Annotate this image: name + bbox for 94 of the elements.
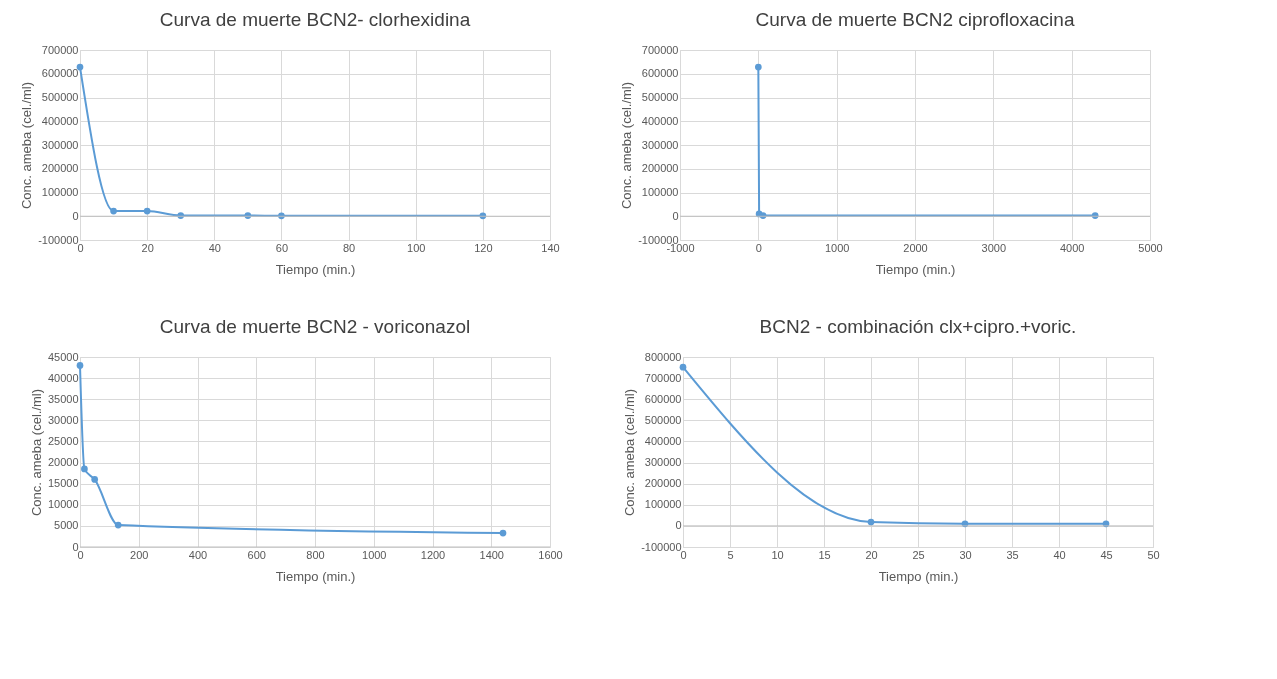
x-tick-label: 400: [188, 548, 208, 561]
y-tick-label: 500000: [644, 413, 682, 426]
y-tick-label: 500000: [41, 91, 79, 103]
y-tick-label: 400000: [644, 434, 682, 447]
y-tick-label: 700000: [641, 43, 679, 56]
x-tick-label: 5000: [1138, 241, 1163, 254]
y-tick-label: 300000: [41, 138, 79, 151]
point: [76, 63, 84, 71]
y-axis-title: Conc. ameba (cel./ml): [619, 81, 635, 210]
chart-title: Curva de muerte BCN2- clorhexidina: [159, 9, 471, 30]
x-tick-label: 1000: [824, 241, 850, 254]
point: [499, 529, 507, 537]
point: [91, 476, 99, 483]
x-tick-label: 3000: [981, 241, 1007, 254]
y-tick-label: 15000: [47, 477, 79, 490]
point: [867, 518, 875, 526]
point: [110, 207, 117, 215]
x-tick-label: 120: [474, 241, 493, 254]
y-tick-label: 700000: [644, 371, 682, 384]
x-tick-label: 200: [130, 548, 149, 561]
x-tick-label: 600: [247, 548, 266, 561]
x-tick-label: 10: [771, 548, 784, 561]
y-tick-label: 600000: [641, 67, 679, 80]
x-tick-label: 60: [275, 241, 289, 254]
x-tick-label: 80: [342, 241, 356, 254]
y-tick-label: 100000: [641, 186, 679, 198]
y-tick-label: 400000: [41, 114, 79, 127]
x-tick-label: 0: [755, 241, 762, 254]
y-tick-label: 0: [72, 209, 79, 222]
x-tick-label: 4000: [1059, 241, 1085, 254]
y-tick-label: 40000: [47, 371, 79, 384]
y-tick-label: 0: [672, 209, 679, 222]
y-tick-label: 5000: [54, 519, 79, 532]
y-tick-label: 25000: [47, 434, 79, 447]
chart-title: BCN2 - combinación clx+cipro.+voric.: [759, 316, 1077, 337]
y-tick-label: 400000: [641, 114, 679, 127]
point: [679, 363, 687, 371]
y-tick-label: 500000: [641, 91, 679, 103]
y-tick-label: 300000: [641, 138, 679, 151]
chart-title: Curva de muerte BCN2 - voriconazol: [159, 316, 471, 337]
y-tick-label: 300000: [644, 456, 682, 469]
y-tick-label: 200000: [644, 477, 682, 490]
x-tick-label: 25: [912, 548, 925, 561]
point: [143, 207, 151, 215]
x-axis-title: Tiempo (min.): [275, 568, 356, 584]
point: [76, 362, 84, 369]
x-tick-label: 100: [407, 241, 426, 254]
x-tick-label: 1000: [362, 548, 387, 561]
x-tick-label: 1200: [420, 548, 446, 561]
point: [81, 465, 88, 473]
y-tick-label: 0: [72, 540, 79, 553]
point: [754, 63, 762, 71]
y-axis-title: Conc. ameba (cel./ml): [19, 81, 35, 210]
x-tick-label: 50: [1147, 548, 1160, 561]
x-tick-label: 30: [959, 548, 972, 561]
x-tick-label: 40: [208, 241, 221, 254]
y-tick-label: 45000: [47, 350, 79, 363]
point: [244, 212, 252, 219]
x-tick-label: 20: [141, 241, 154, 254]
y-tick-label: 200000: [641, 162, 679, 175]
y-tick-label: 30000: [47, 413, 79, 426]
x-tick-label: 1600: [538, 548, 563, 561]
point: [114, 521, 122, 529]
y-tick-label: 20000: [47, 456, 79, 469]
x-tick-label: 15: [818, 548, 831, 561]
x-tick-label: 20: [865, 548, 878, 561]
y-tick-label: 600000: [41, 67, 79, 80]
x-tick-label: 140: [541, 241, 560, 254]
point: [1091, 212, 1099, 219]
point: [759, 212, 767, 219]
y-axis-title: Conc. ameba (cel./ml): [622, 388, 638, 517]
x-tick-label: 5: [727, 548, 734, 561]
y-tick-label: 0: [675, 519, 682, 532]
y-tick-label: 800000: [644, 350, 682, 363]
x-axis-title: Tiempo (min.): [275, 261, 356, 277]
y-tick-label: 35000: [47, 392, 79, 405]
y-tick-label: -100000: [38, 233, 79, 246]
chart-title: Curva de muerte BCN2 ciprofloxacina: [755, 9, 1075, 30]
y-tick-label: 600000: [644, 392, 682, 405]
y-tick-label: 100000: [644, 498, 682, 511]
y-tick-label: 10000: [47, 498, 79, 511]
x-tick-label: 40: [1053, 548, 1066, 561]
x-axis-title: Tiempo (min.): [875, 261, 956, 277]
y-axis-title: Conc. ameba (cel./ml): [28, 388, 44, 517]
x-tick-label: 35: [1006, 548, 1019, 561]
y-tick-label: 100000: [41, 186, 79, 198]
x-tick-label: 1400: [479, 548, 504, 561]
x-tick-label: 45: [1100, 548, 1113, 561]
y-tick-label: 200000: [41, 162, 79, 175]
y-tick-label: -100000: [641, 540, 682, 553]
x-tick-label: 2000: [903, 241, 928, 254]
y-tick-label: 700000: [41, 43, 79, 56]
x-axis-title: Tiempo (min.): [878, 568, 959, 584]
x-tick-label: 800: [306, 548, 325, 561]
